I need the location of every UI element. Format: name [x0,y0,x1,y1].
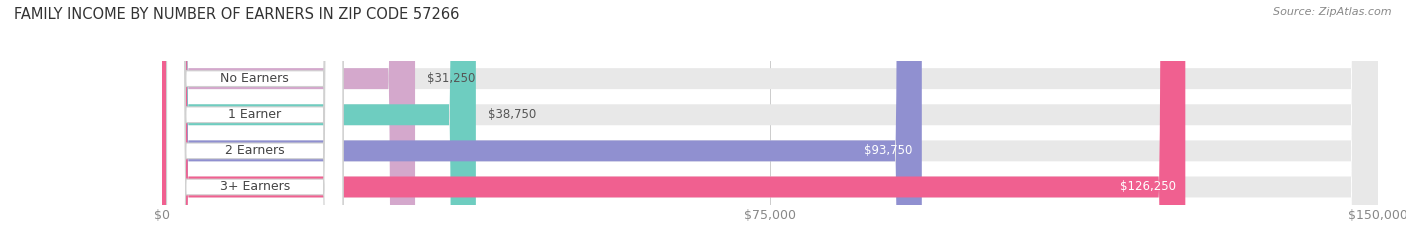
Text: Source: ZipAtlas.com: Source: ZipAtlas.com [1274,7,1392,17]
Text: 3+ Earners: 3+ Earners [219,181,290,193]
FancyBboxPatch shape [162,0,1378,233]
FancyBboxPatch shape [162,0,475,233]
FancyBboxPatch shape [162,0,1378,233]
FancyBboxPatch shape [162,0,922,233]
Text: $31,250: $31,250 [427,72,475,85]
Text: FAMILY INCOME BY NUMBER OF EARNERS IN ZIP CODE 57266: FAMILY INCOME BY NUMBER OF EARNERS IN ZI… [14,7,460,22]
Text: 2 Earners: 2 Earners [225,144,284,157]
Text: 1 Earner: 1 Earner [228,108,281,121]
FancyBboxPatch shape [162,0,1185,233]
FancyBboxPatch shape [166,0,343,233]
FancyBboxPatch shape [162,0,1378,233]
Text: $93,750: $93,750 [863,144,912,157]
Text: No Earners: No Earners [221,72,290,85]
Text: $38,750: $38,750 [488,108,536,121]
FancyBboxPatch shape [166,0,343,233]
FancyBboxPatch shape [162,0,415,233]
FancyBboxPatch shape [166,0,343,233]
Text: $126,250: $126,250 [1119,181,1175,193]
FancyBboxPatch shape [162,0,1378,233]
FancyBboxPatch shape [166,0,343,233]
